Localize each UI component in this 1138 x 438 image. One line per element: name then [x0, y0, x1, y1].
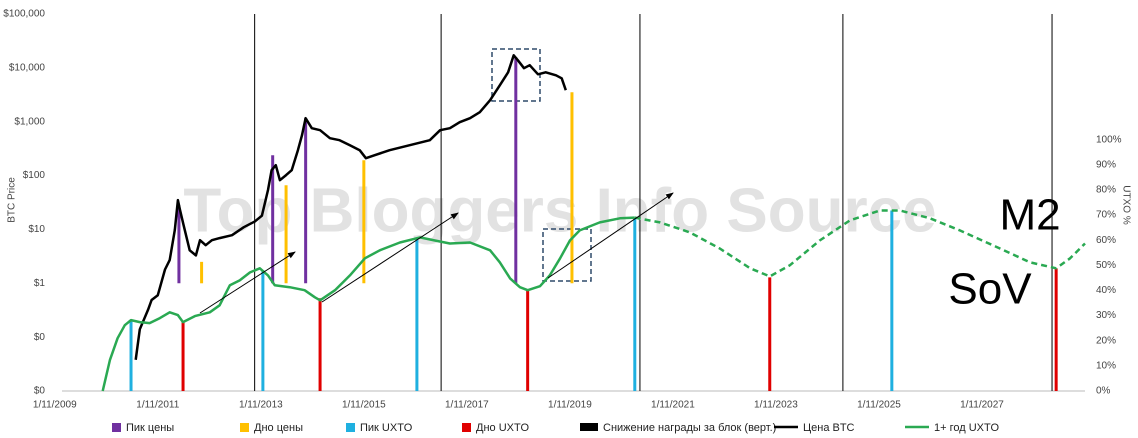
legend-swatch	[462, 423, 471, 432]
legend-label: Снижение награды за блок (верт.)	[603, 422, 776, 434]
legend-label: 1+ год UXTO	[934, 422, 1000, 434]
y2-tick-label: 70%	[1096, 210, 1116, 221]
y2-tick-label: 80%	[1096, 185, 1116, 196]
x-tick-label: 1/11/2013	[239, 400, 283, 411]
y2-axis-title: UTXO %	[1120, 185, 1131, 225]
x-tick-label: 1/11/2011	[136, 400, 179, 411]
annotation: SoV	[948, 265, 1032, 314]
x-tick-label: 1/11/2023	[754, 400, 798, 411]
decorations	[491, 48, 592, 282]
highlight-box	[542, 228, 592, 282]
y-axis-title: BTC Price	[7, 177, 18, 223]
legend-label: Дно цены	[254, 422, 303, 434]
y2-tick-label: 20%	[1096, 335, 1116, 346]
series-line	[134, 54, 567, 360]
y2-tick-label: 40%	[1096, 285, 1116, 296]
series-line	[634, 209, 1086, 278]
x-tick-label: 1/11/2021	[651, 400, 695, 411]
y-tick-label: $1	[34, 278, 46, 289]
legend-label: Пик UXTO	[360, 422, 413, 434]
x-tick-label: 1/11/2025	[857, 400, 901, 411]
legend-label: Дно UXTO	[476, 422, 529, 434]
annotation: M2	[999, 191, 1060, 240]
y2-tick-label: 50%	[1096, 260, 1116, 271]
watermark: Top Bloggers Info Source	[183, 176, 936, 245]
y2-tick-label: 0%	[1096, 386, 1111, 397]
y-tick-label: $0	[34, 332, 46, 343]
legend-swatch	[346, 423, 355, 432]
y-tick-label: $10,000	[9, 62, 46, 73]
y-tick-label: $1,000	[14, 116, 45, 127]
trend-arrow	[199, 251, 296, 314]
y-tick-label: $100	[23, 170, 46, 181]
y2-tick-label: 100%	[1096, 134, 1122, 145]
y-tick-label: $0	[34, 386, 46, 397]
legend-swatch	[112, 423, 121, 432]
legend-label: Пик цены	[126, 422, 174, 434]
legend-swatch	[580, 423, 598, 431]
y2-tick-label: 30%	[1096, 310, 1116, 321]
y2-tick-label: 90%	[1096, 159, 1116, 170]
x-tick-label: 1/11/2015	[342, 400, 386, 411]
legend-swatch	[240, 423, 249, 432]
x-tick-label: 1/11/2017	[445, 400, 489, 411]
series-line	[101, 216, 635, 392]
trend-arrow	[547, 192, 674, 279]
y-tick-label: $10	[28, 224, 45, 235]
x-tick-label: 1/11/2027	[960, 400, 1004, 411]
trend-arrow	[321, 212, 459, 303]
y-tick-label: $100,000	[3, 9, 45, 20]
x-tick-label: 1/11/2009	[33, 400, 77, 411]
x-tick-label: 1/11/2019	[548, 400, 592, 411]
y2-tick-label: 60%	[1096, 235, 1116, 246]
y2-tick-label: 10%	[1096, 361, 1116, 372]
legend-label: Цена BTC	[803, 422, 855, 434]
